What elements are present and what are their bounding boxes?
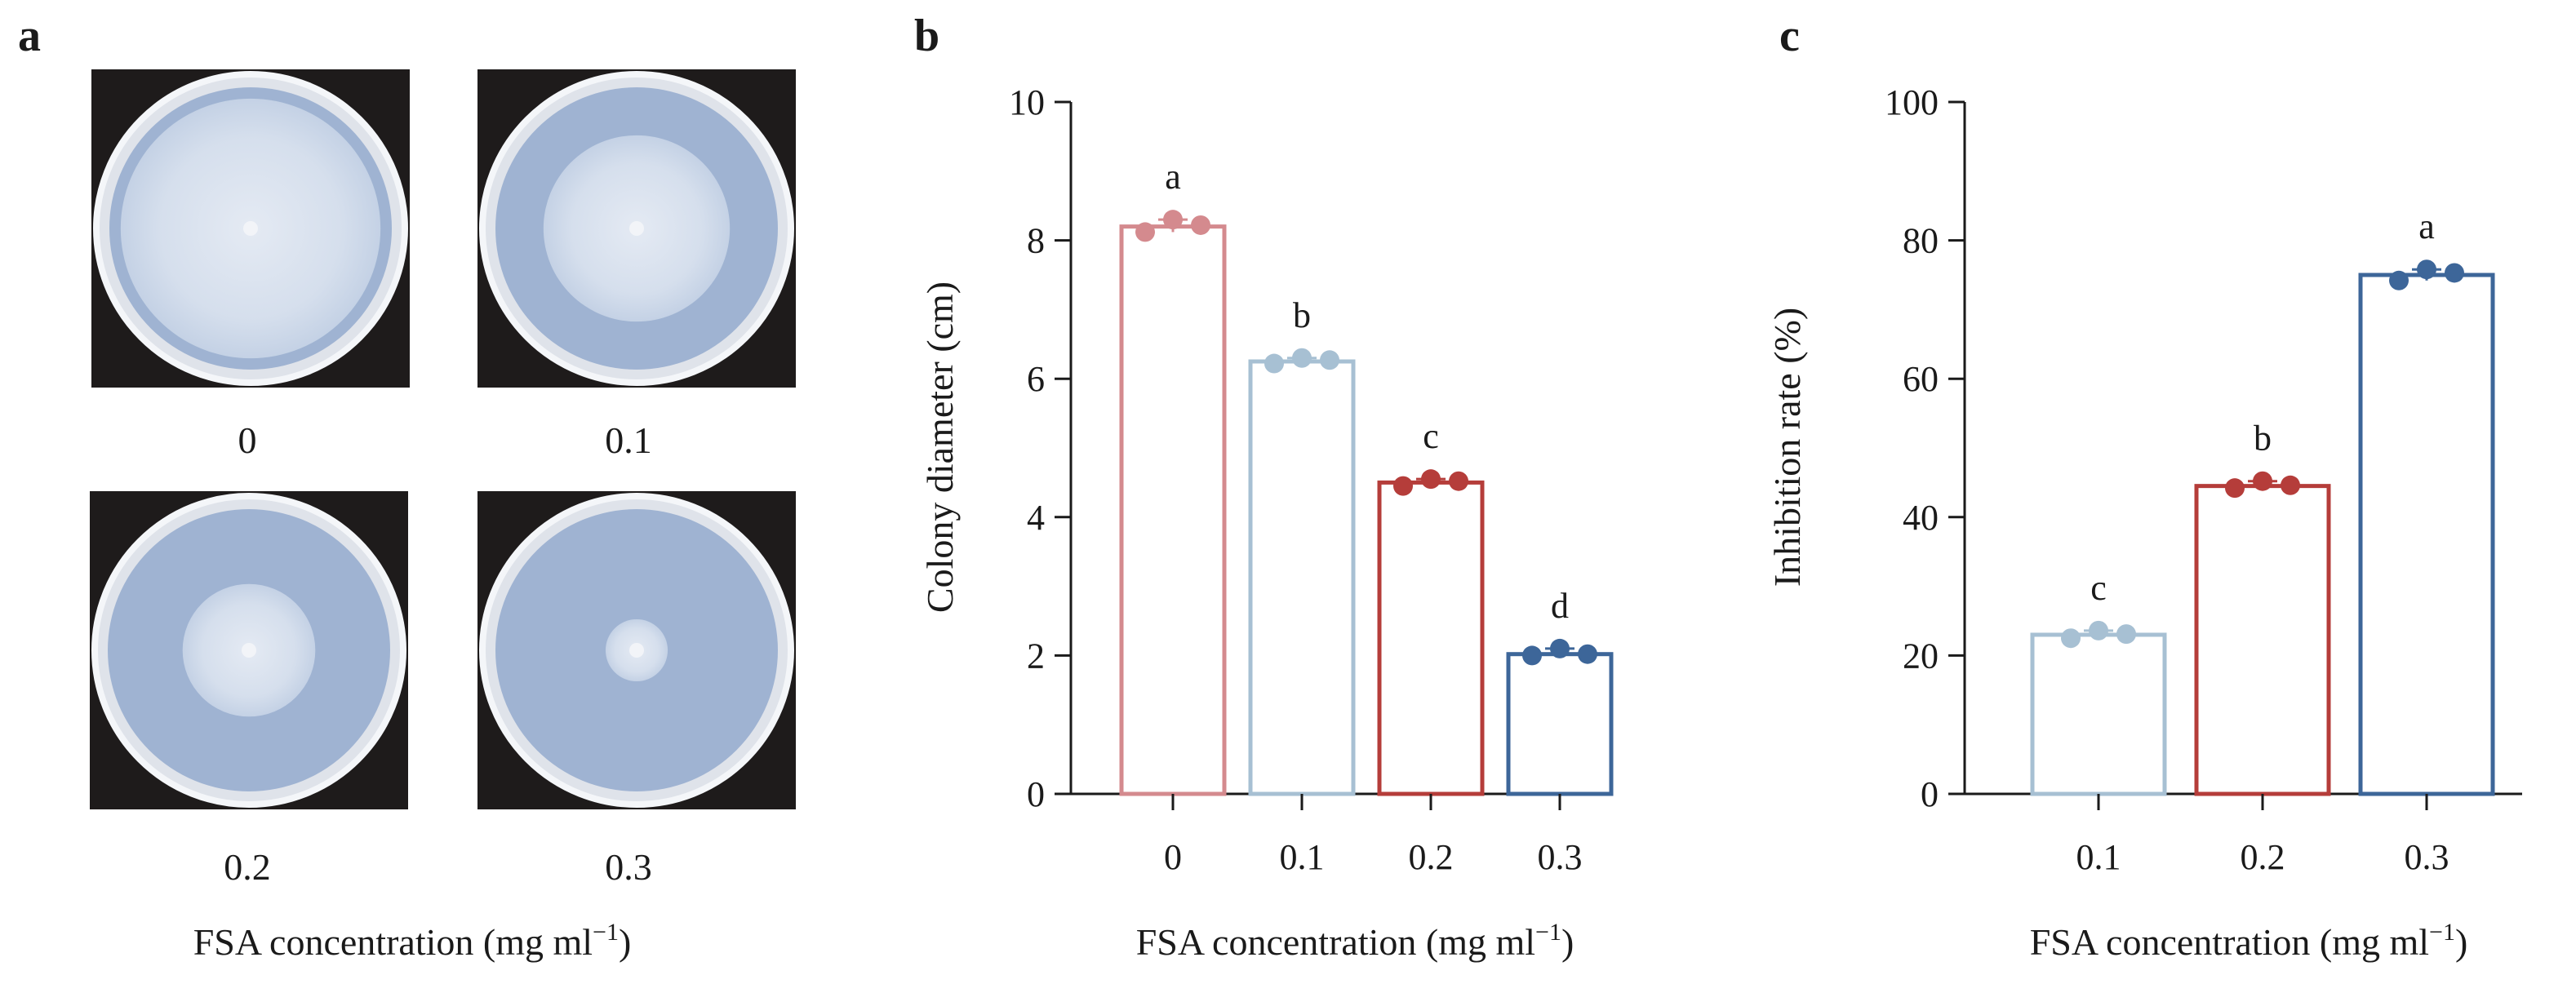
data-point [1393, 476, 1413, 496]
plate-label: 0.2 [224, 846, 271, 888]
significance-letter: b [1293, 295, 1311, 335]
y-tick-label: 0 [1027, 774, 1045, 814]
bars: c 0.1 b 0.2 a 0.3 [2030, 206, 2495, 877]
bar [1506, 652, 1614, 796]
x-axis-label: FSA concentration (mg ml−1) [2030, 919, 2468, 963]
data-point [2253, 471, 2272, 491]
x-tick-label: 0.3 [2405, 837, 2449, 877]
data-point [1320, 350, 1339, 370]
y-tick-label: 6 [1027, 359, 1045, 399]
significance-letter: a [2418, 206, 2435, 246]
data-point [2061, 628, 2081, 649]
significance-letter: d [1551, 586, 1569, 626]
y-tick-label: 60 [1903, 359, 1939, 399]
data-point [2445, 263, 2464, 283]
x-tick-label: 0.3 [1538, 837, 1583, 877]
y-tick-label: 100 [1885, 82, 1939, 122]
inoculum-plug [629, 221, 644, 236]
x-tick-label: 0.1 [1280, 837, 1325, 877]
bar-group-0.1: b 0.1 [1248, 295, 1356, 877]
data-point [1264, 353, 1284, 374]
bar [1248, 359, 1356, 796]
petri-dish-2: 0.2 [90, 491, 408, 888]
bar [1377, 480, 1485, 796]
petri-dish-3: 0.3 [477, 491, 796, 888]
bar [2358, 273, 2495, 796]
significance-letter: a [1165, 157, 1181, 197]
bar-group-0.2: c 0.2 [1377, 416, 1485, 877]
data-point [2225, 478, 2245, 499]
data-point [1578, 644, 1597, 664]
bar-group-0.3: a 0.3 [2358, 206, 2495, 877]
panel-c-letter: c [1779, 11, 1800, 61]
bar-group-0.2: b 0.2 [2194, 419, 2331, 877]
y-tick-label: 0 [1921, 774, 1939, 814]
y-tick-label: 8 [1027, 221, 1045, 261]
y-tick-label: 4 [1027, 498, 1045, 538]
y-tick-label: 10 [1009, 82, 1045, 122]
x-axis-label: FSA concentration (mg ml−1) [1136, 919, 1574, 963]
plate-label: 0 [238, 419, 257, 461]
x-tick-label: 0.2 [1409, 837, 1454, 877]
data-point [1421, 469, 1441, 490]
data-point [1449, 471, 1468, 491]
y-axis-label: Colony diameter (cm) [919, 281, 961, 613]
plate-label: 0.1 [605, 419, 652, 461]
bar [2030, 632, 2167, 796]
data-point [2389, 270, 2409, 290]
significance-letter: b [2254, 419, 2272, 459]
data-point [1135, 222, 1155, 242]
bar-group-0: a0 [1119, 157, 1227, 877]
petri-dish-0: 0 [91, 69, 410, 461]
inoculum-plug [629, 643, 644, 658]
y-tick-label: 20 [1903, 636, 1939, 676]
data-point [1191, 215, 1210, 235]
y-tick-label: 80 [1903, 221, 1939, 261]
y-tick-label: 2 [1027, 636, 1045, 676]
y-ticks: 0 2 4 6 8 10 [1009, 82, 1071, 814]
bar-group-0.1: c 0.1 [2030, 568, 2167, 877]
inoculum-plug [242, 643, 256, 658]
petri-dish-1: 0.1 [477, 69, 796, 461]
significance-letter: c [1423, 416, 1439, 456]
x-tick-label: 0.2 [2241, 837, 2285, 877]
x-tick-label: 0.1 [2076, 837, 2121, 877]
plate-label: 0.3 [605, 846, 652, 888]
bar-group-0.3: d 0.3 [1506, 586, 1614, 877]
data-point [1163, 210, 1183, 230]
petri-dish-grid: 0 0.1 0.2 0.3 [90, 69, 796, 888]
data-point [1522, 645, 1542, 666]
data-point [2089, 620, 2108, 640]
bar [2194, 484, 2331, 796]
y-axis-label: Inhibition rate (%) [1766, 308, 1808, 587]
panel-a-letter: a [18, 11, 41, 61]
y-tick-label: 40 [1903, 498, 1939, 538]
panel-a-xlabel: FSA concentration (mg ml−1) [193, 919, 632, 963]
significance-letter: c [2090, 568, 2107, 608]
inoculum-plug [243, 221, 258, 236]
panel-b-letter: b [914, 11, 939, 61]
data-point [2281, 475, 2300, 495]
bar [1119, 224, 1227, 796]
x-tick-label: 0 [1164, 837, 1182, 877]
data-point [1550, 638, 1570, 658]
data-point [1292, 348, 1312, 368]
y-ticks: 0 20 40 60 80 100 [1885, 82, 1965, 814]
data-point [2417, 259, 2436, 280]
data-point [2116, 624, 2136, 645]
chart-inhibition-rate: 0 20 40 60 80 100 c 0.1 b 0.2 a 0.3 Inhibition rat… [1766, 82, 2522, 963]
